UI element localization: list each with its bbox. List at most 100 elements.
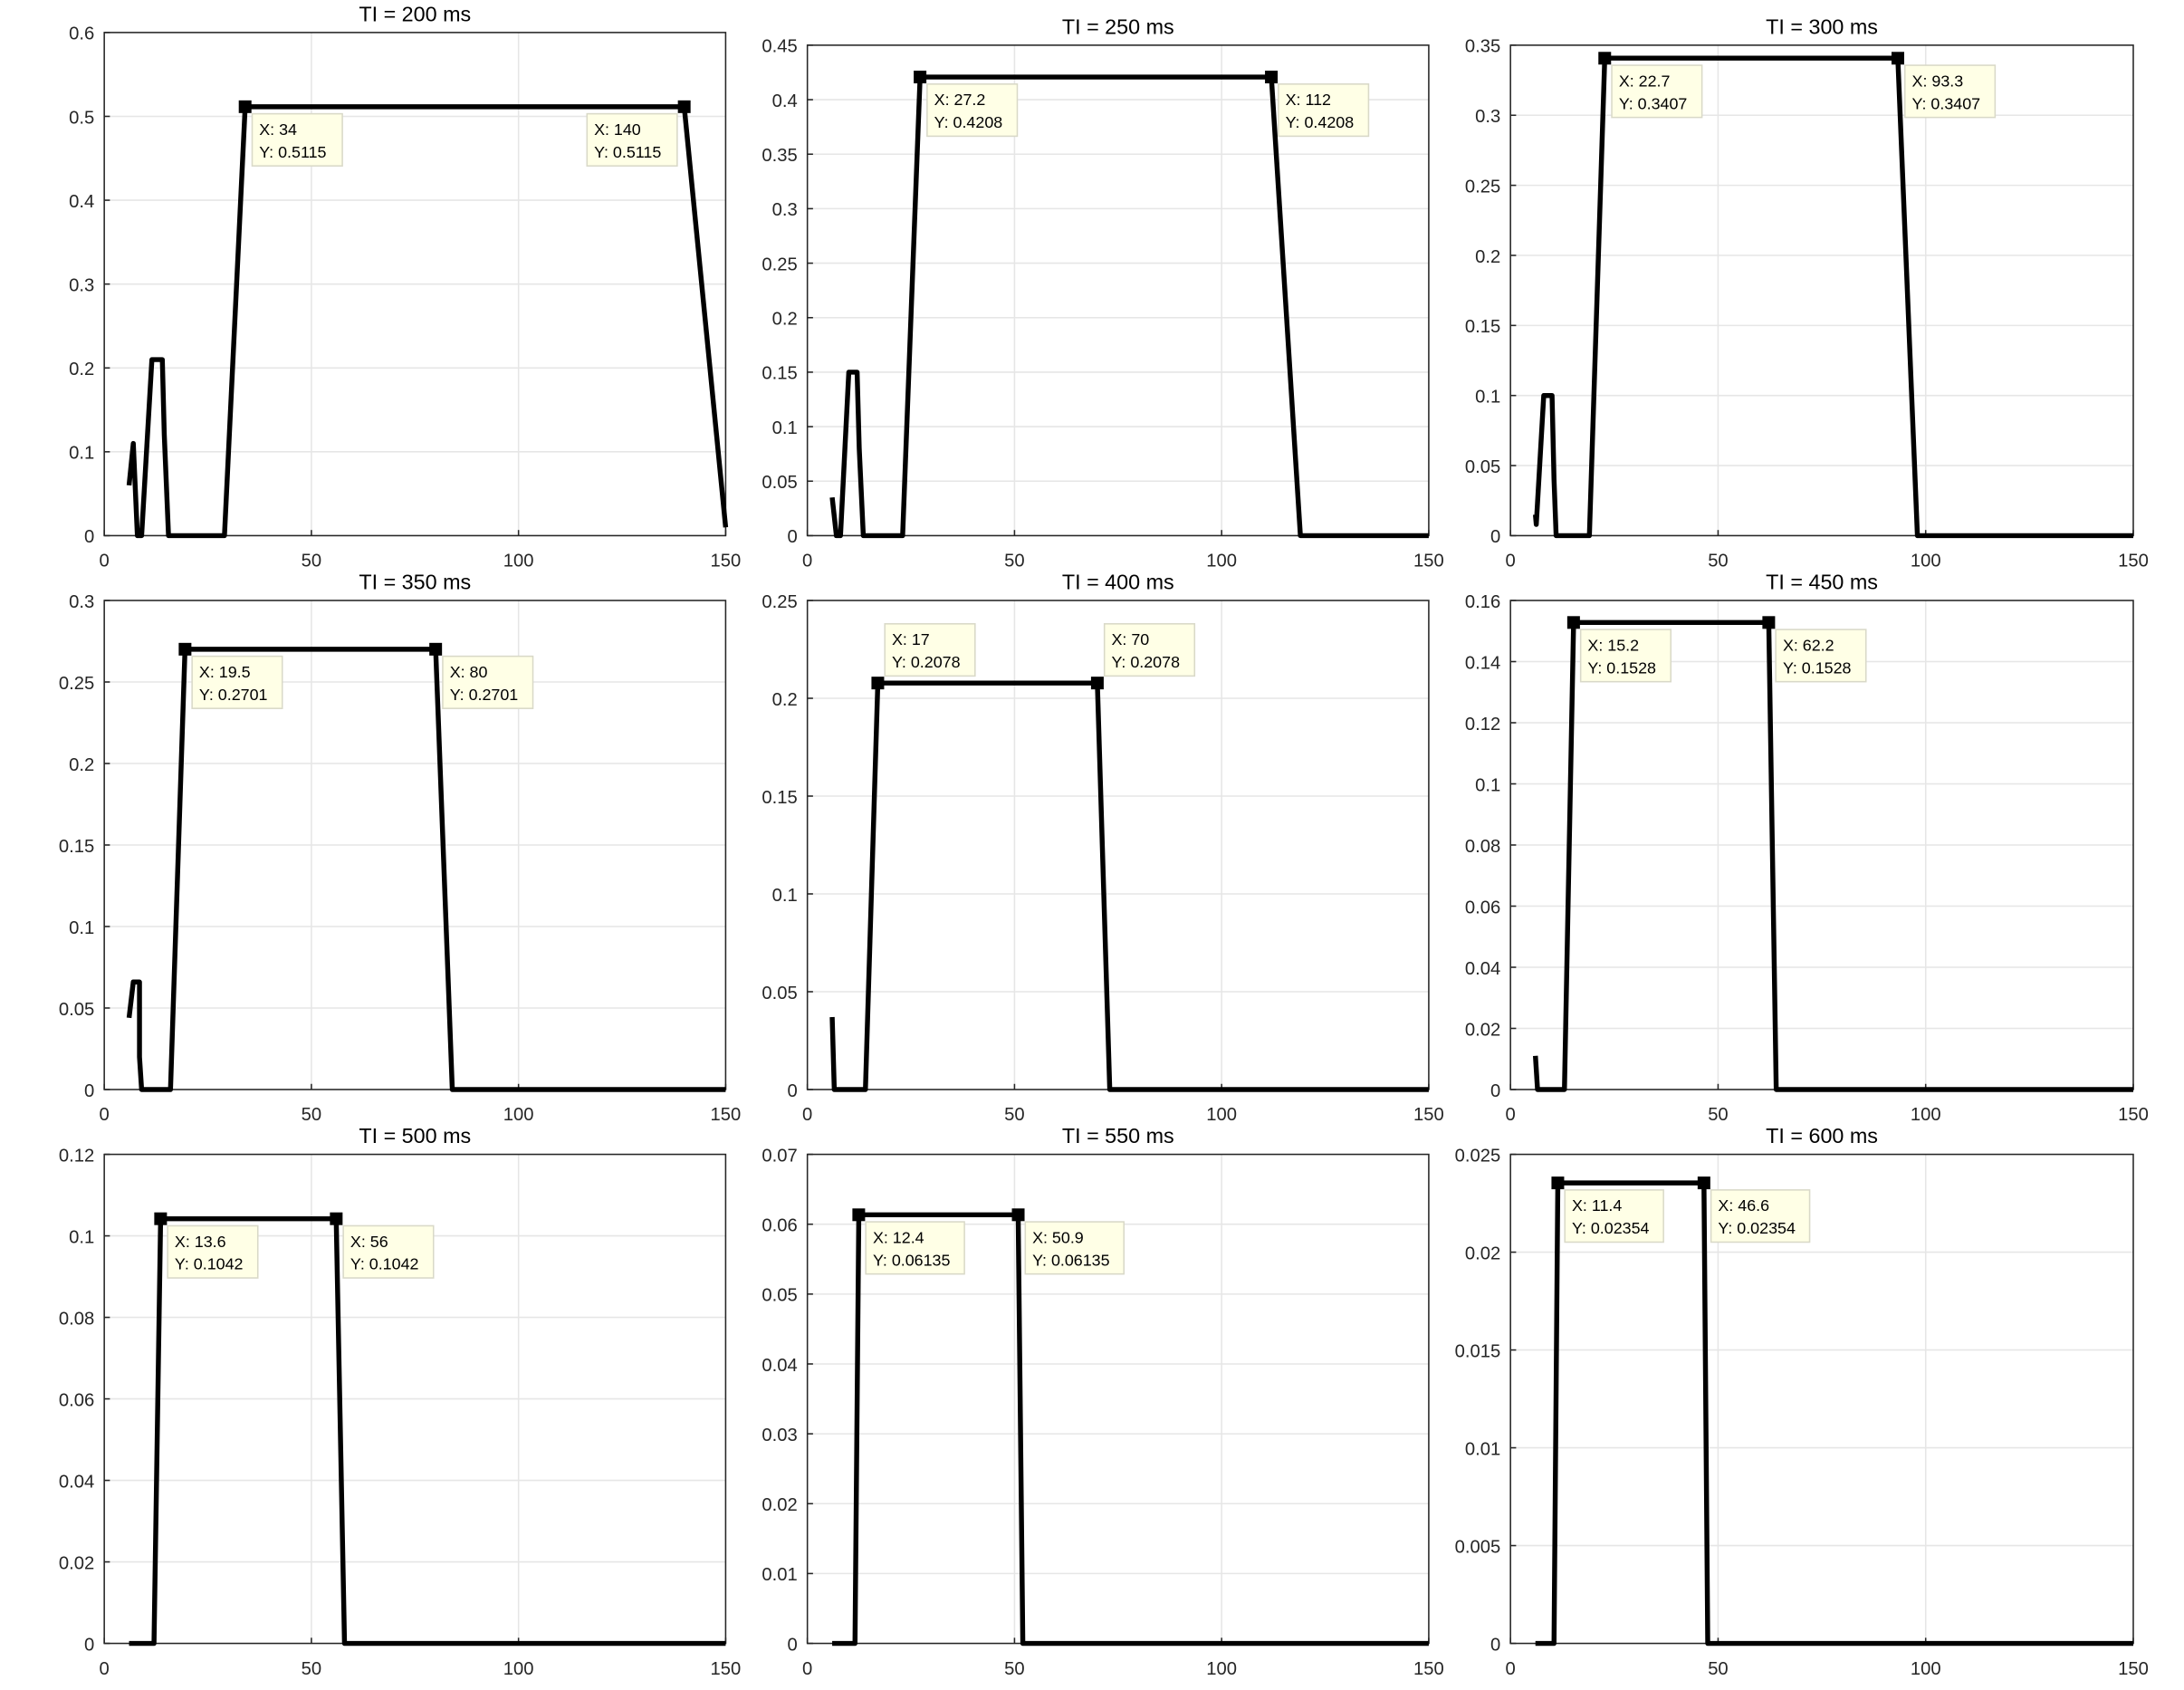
chart-title: TI = 300 ms (1766, 14, 1878, 38)
datatip-y: Y: 0.2078 (1111, 653, 1180, 671)
y-tick-label: 0.4 (69, 192, 94, 212)
y-tick-label: 0.1 (69, 444, 94, 464)
y-tick-label: 0.1 (69, 1227, 94, 1247)
datatip-x: X: 19.5 (199, 663, 251, 681)
x-tick-label: 100 (1911, 1105, 1941, 1125)
datatip-y: Y: 0.4208 (934, 113, 1003, 131)
y-tick-label: 0 (1490, 527, 1500, 547)
y-tick-label: 0.06 (59, 1390, 94, 1410)
datatip-x: X: 70 (1111, 630, 1149, 648)
y-tick-label: 0.02 (1465, 1020, 1500, 1040)
datatip-y: Y: 0.1528 (1783, 658, 1852, 677)
y-tick-label: 0.6 (69, 24, 94, 44)
x-tick-label: 50 (1708, 1105, 1729, 1125)
datatip-box (865, 1221, 965, 1275)
chart-title: TI = 200 ms (359, 2, 471, 25)
x-tick-label: 0 (802, 1105, 812, 1125)
datatip-box (251, 112, 343, 167)
x-tick-label: 150 (711, 1105, 742, 1125)
datatip: X: 70 Y: 0.2078 (1103, 623, 1196, 677)
y-tick-label: 0.02 (762, 1495, 797, 1515)
y-tick-label: 0 (84, 1635, 94, 1655)
axes-box (103, 600, 727, 1090)
x-tick-label: 150 (2118, 552, 2149, 571)
datatip: X: 17 Y: 0.2078 (884, 623, 976, 677)
y-tick-label: 0.05 (762, 1286, 797, 1306)
y-tick-label: 0.1 (772, 418, 798, 438)
y-tick-label: 0 (84, 1081, 94, 1101)
x-tick-label: 100 (1206, 552, 1237, 571)
datatip-x: X: 56 (350, 1233, 388, 1251)
series-line (126, 647, 726, 1092)
y-tick-label: 0.015 (1455, 1341, 1501, 1361)
datatip-x: X: 11.4 (1572, 1196, 1622, 1215)
x-tick-label: 0 (802, 1659, 812, 1679)
datatip-x: X: 17 (892, 630, 930, 648)
datatip-marker (429, 642, 443, 656)
datatip: X: 62.2 Y: 0.1528 (1775, 629, 1867, 683)
subplot-4: 0 50 100 150 0 0.05 0.1 0.15 0.2 0.25 0.3 TI = 350 … (59, 571, 741, 1126)
datatip-box (1024, 1221, 1126, 1275)
y-tick-label: 0.04 (762, 1356, 797, 1376)
datatip-box (1775, 629, 1867, 683)
datatip-box (342, 1224, 435, 1279)
datatip-x: X: 112 (1286, 91, 1331, 109)
datatip-box (1710, 1189, 1811, 1243)
y-tick-label: 0.35 (762, 146, 797, 166)
datatip-box (926, 83, 1019, 138)
chart-title: TI = 450 ms (1766, 571, 1878, 594)
y-tick-label: 0.4 (772, 91, 798, 111)
axes-box (806, 44, 1430, 537)
x-tick-label: 50 (302, 1105, 322, 1125)
x-tick-label: 0 (1506, 1105, 1516, 1125)
y-tick-label: 0.01 (1465, 1439, 1500, 1459)
y-tick-label: 0 (1490, 1635, 1500, 1655)
datatip-marker (1551, 1176, 1565, 1190)
y-tick-label: 0 (1490, 1081, 1500, 1101)
x-tick-label: 150 (2118, 1659, 2149, 1679)
datatip-box (1903, 64, 1997, 119)
y-tick-label: 0.2 (69, 360, 94, 379)
datatip-marker (154, 1212, 168, 1225)
datatip-marker (1011, 1208, 1025, 1222)
chart-title: TI = 350 ms (359, 571, 471, 594)
datatip-x: X: 46.6 (1718, 1196, 1769, 1215)
y-tick-label: 0.04 (1465, 959, 1500, 979)
x-tick-label: 100 (503, 1659, 534, 1679)
datatip-box (167, 1224, 259, 1279)
y-tick-label: 0.08 (1465, 837, 1500, 857)
x-tick-label: 50 (1004, 1659, 1025, 1679)
x-tick-label: 0 (802, 552, 812, 571)
datatip-x: X: 22.7 (1619, 72, 1671, 90)
x-tick-label: 150 (2118, 1105, 2149, 1125)
y-tick-label: 0.08 (59, 1309, 94, 1329)
series-line (1533, 55, 2133, 539)
datatip-y: Y: 0.06135 (1032, 1251, 1110, 1269)
x-tick-label: 50 (302, 1659, 322, 1679)
x-tick-label: 150 (1413, 1105, 1444, 1125)
y-tick-label: 0.25 (1465, 177, 1500, 197)
datatip: X: 27.2 Y: 0.4208 (926, 83, 1019, 138)
y-tick-label: 0.05 (1465, 457, 1500, 477)
datatip: X: 34 Y: 0.5115 (251, 112, 343, 167)
datatip-box (1611, 64, 1703, 119)
datatip-y: Y: 0.3407 (1912, 94, 1981, 112)
y-tick-label: 0.02 (1465, 1243, 1500, 1263)
datatip-y: Y: 0.5115 (594, 143, 661, 161)
x-tick-label: 100 (503, 1105, 534, 1125)
datatip-y: Y: 0.1528 (1587, 658, 1656, 677)
y-tick-label: 0.2 (1475, 247, 1500, 267)
y-tick-label: 0.2 (772, 310, 798, 330)
y-tick-label: 0.25 (762, 592, 797, 612)
chart-title: TI = 600 ms (1766, 1124, 1878, 1147)
series-line (129, 1215, 726, 1647)
x-tick-label: 0 (1506, 552, 1516, 571)
datatip-marker (238, 100, 252, 113)
subplot-2: 0 50 100 150 0 0.05 0.1 0.15 0.2 0.25 0.3 0.35 0.4 0.… (762, 14, 1443, 571)
datatip: X: 11.4 Y: 0.02354 (1564, 1189, 1664, 1243)
y-tick-label: 0.3 (69, 275, 94, 295)
x-tick-label: 0 (100, 1105, 110, 1125)
datatip-x: X: 12.4 (873, 1228, 924, 1246)
chart-title: TI = 250 ms (1062, 14, 1174, 38)
y-tick-label: 0.06 (1465, 898, 1500, 917)
